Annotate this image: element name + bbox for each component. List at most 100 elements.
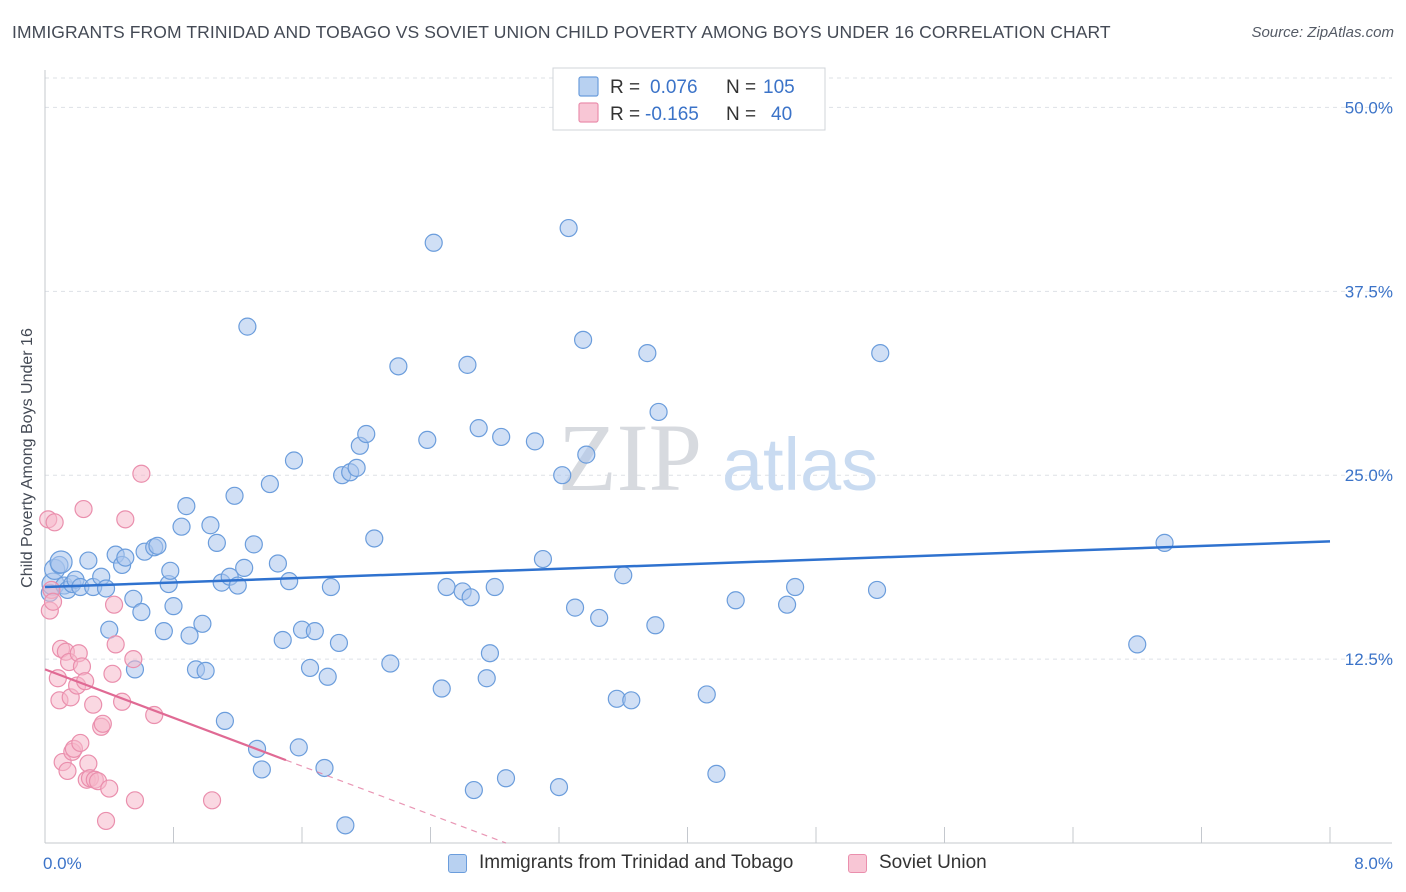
legend-n-label-1: N =	[726, 77, 756, 98]
point-trinidad	[201, 516, 220, 535]
point-trinidad	[244, 535, 263, 554]
source-label: Source: ZipAtlas.com	[1251, 24, 1394, 41]
point-trinidad	[305, 622, 324, 641]
point-trinidad	[867, 580, 887, 600]
point-trinidad	[193, 614, 212, 633]
trend-lines	[44, 540, 1331, 844]
point-trinidad	[646, 616, 665, 635]
point-soviet	[58, 761, 77, 781]
bottom-legend-item-trinidad: Immigrants from Trinidad and Tobago	[448, 852, 793, 874]
point-trinidad	[329, 633, 349, 653]
point-trinidad	[365, 529, 384, 548]
point-trinidad	[477, 669, 496, 688]
point-soviet	[202, 791, 222, 810]
point-trinidad	[565, 598, 585, 617]
point-trinidad	[492, 427, 511, 447]
legend-r-value-2: -0.165	[645, 104, 699, 125]
legend-n-value-1: 105	[763, 77, 795, 98]
y-tick-label: 25.0%	[1345, 466, 1393, 485]
point-trinidad	[573, 330, 593, 349]
point-trinidad	[577, 445, 596, 464]
point-trinidad	[485, 577, 504, 597]
point-trinidad	[347, 458, 366, 477]
point-trinidad	[614, 566, 633, 585]
point-trinidad	[280, 572, 299, 591]
point-trinidad	[252, 760, 271, 779]
point-soviet	[43, 592, 63, 611]
point-soviet	[106, 635, 125, 654]
y-tick-label: 37.5%	[1345, 282, 1393, 301]
point-soviet	[100, 779, 119, 798]
point-trinidad	[284, 451, 304, 470]
legend-r-label-1: R =	[610, 77, 640, 98]
point-soviet	[45, 513, 64, 532]
point-trinidad	[207, 533, 226, 552]
trendline-soviet-extension	[285, 759, 507, 844]
legend-swatch-blue	[578, 76, 599, 97]
point-trinidad	[726, 591, 745, 610]
point-soviet	[125, 791, 145, 810]
watermark-atlas: atlas	[722, 423, 878, 506]
point-trinidad	[461, 588, 480, 607]
point-trinidad	[590, 608, 609, 628]
chart-title: IMMIGRANTS FROM TRINIDAD AND TOBAGO VS S…	[12, 22, 1111, 42]
point-soviet	[116, 510, 135, 529]
point-trinidad	[235, 558, 254, 577]
point-trinidad	[786, 577, 805, 597]
point-trinidad	[553, 466, 572, 485]
point-trinidad	[525, 432, 545, 451]
bottom-legend-swatch-blue	[448, 853, 467, 873]
bottom-legend-label-soviet: Soviet Union	[879, 852, 987, 873]
point-trinidad	[260, 474, 279, 494]
point-soviet	[93, 714, 112, 733]
point-trinidad	[777, 595, 797, 614]
point-soviet	[84, 695, 103, 714]
point-trinidad	[649, 402, 668, 422]
legend-n-value-2: 40	[771, 104, 792, 125]
point-soviet	[96, 811, 116, 831]
y-tick-label: 12.5%	[1345, 650, 1393, 669]
point-trinidad	[268, 554, 288, 573]
trendline-soviet	[44, 668, 287, 762]
point-trinidad	[622, 691, 641, 710]
point-trinidad	[289, 738, 308, 757]
point-soviet	[71, 733, 90, 753]
point-trinidad	[389, 357, 408, 376]
point-trinidad	[273, 630, 292, 650]
point-trinidad	[132, 602, 151, 622]
point-trinidad	[496, 769, 516, 788]
point-trinidad	[549, 777, 569, 797]
legend-box: R = 0.076 N = 105 R = -0.165 N = 40	[552, 67, 826, 131]
point-soviet	[104, 595, 124, 614]
point-soviet	[124, 650, 143, 669]
point-trinidad	[96, 579, 116, 598]
x-tick-label-min: 0.0%	[43, 854, 82, 873]
point-trinidad	[381, 654, 400, 673]
point-trinidad	[215, 711, 234, 730]
legend-n-label-2: N =	[726, 104, 756, 125]
point-trinidad	[300, 658, 320, 678]
point-trinidad	[336, 816, 355, 835]
point-soviet	[74, 499, 93, 519]
legend-swatch-pink	[578, 102, 599, 123]
point-trinidad	[1155, 533, 1174, 552]
point-trinidad	[638, 344, 657, 363]
y-tick-label: 50.0%	[1345, 98, 1393, 117]
point-trinidad	[469, 419, 488, 438]
point-trinidad	[318, 667, 337, 686]
point-trinidad	[418, 430, 437, 450]
point-trinidad	[116, 548, 135, 567]
point-soviet	[103, 664, 122, 683]
point-soviet	[145, 705, 164, 725]
point-trinidad	[321, 577, 341, 597]
legend-r-label-2: R =	[610, 104, 640, 125]
point-trinidad	[480, 644, 500, 663]
point-trinidad	[148, 536, 167, 555]
axes	[44, 70, 1392, 844]
point-trinidad	[196, 661, 215, 680]
point-trinidad	[238, 317, 257, 336]
point-trinidad	[871, 344, 890, 363]
point-trinidad	[180, 626, 199, 645]
point-trinidad	[1128, 635, 1147, 654]
series-trinidad-points	[40, 218, 1174, 835]
